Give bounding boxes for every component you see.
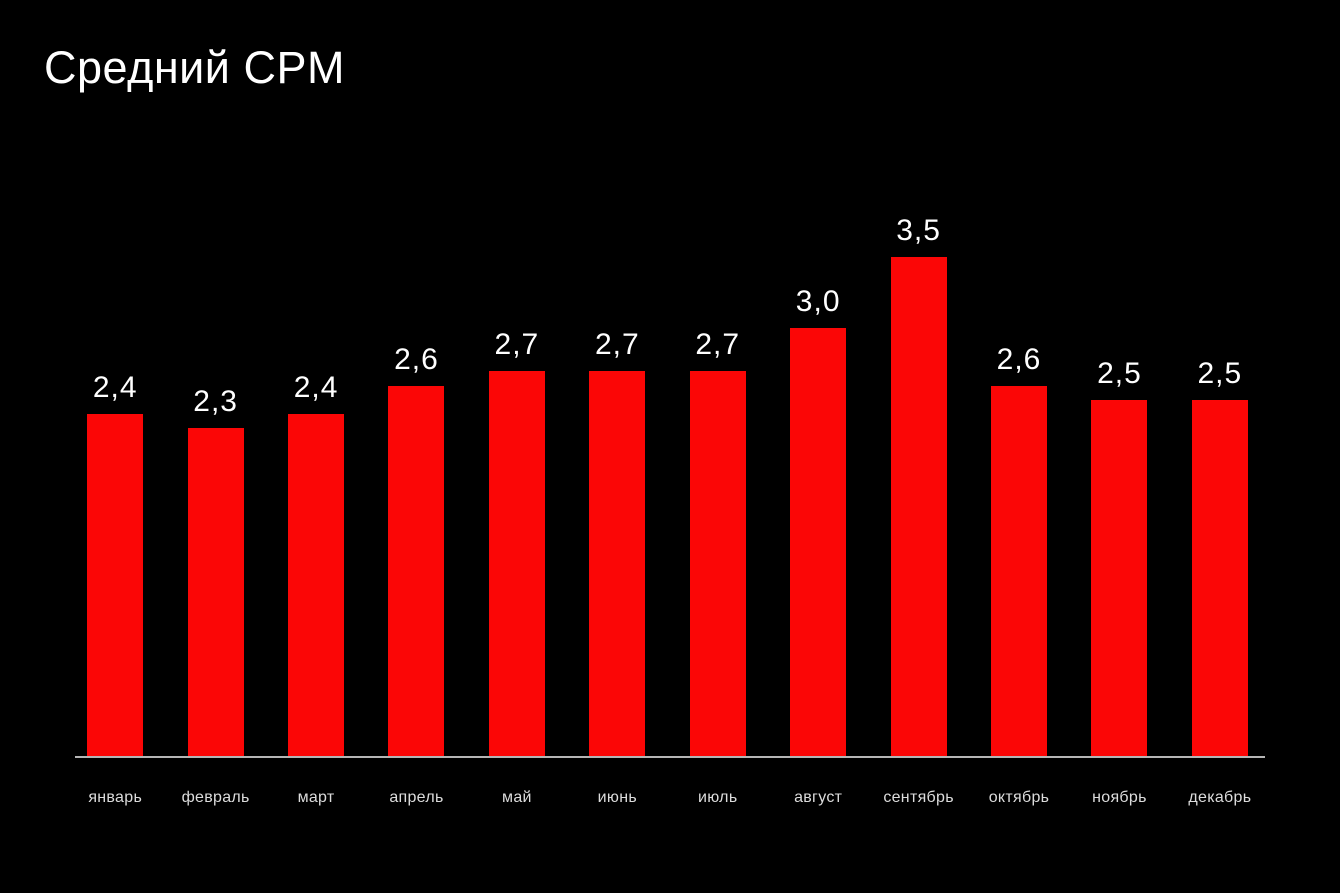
bar-column: 2,4 [65,373,165,757]
x-axis-labels-row: январь февраль март апрель май июнь июль август… [65,789,1270,807]
bar-column: 2,6 [366,345,466,757]
bar-value-label: 2,5 [1097,357,1142,390]
bar-value-label: 3,0 [795,285,841,318]
x-axis-label: апрель [389,789,444,806]
bar [1091,400,1148,757]
bar-value-label: 2,3 [193,385,238,418]
x-axis-line [75,756,1265,758]
bar-column: 2,7 [567,330,667,757]
bar-column: 3,5 [868,216,968,757]
x-axis-label: июль [698,789,738,806]
x-axis-label: февраль [181,789,250,806]
chart-title: Средний CPM [44,42,345,93]
bar-value-label: 2,7 [494,328,540,361]
bar [991,386,1047,757]
bar-column: 2,6 [969,345,1069,757]
bar-column: 3,0 [768,287,868,757]
x-axis-label: июнь [597,789,637,806]
bar-value-label: 2,7 [695,328,741,361]
bar [187,428,244,757]
bar-column: 2,5 [1170,359,1270,757]
x-axis-label: ноябрь [1092,789,1147,806]
bar-column: 2,4 [266,373,366,757]
x-axis-label: май [502,789,532,806]
bar-column: 2,7 [467,330,567,757]
bar [890,257,947,757]
bars-row: 2,4 2,3 2,4 2,6 2,7 2,7 2,7 3,0 3,5 2,6 2,5 2,5 [65,0,1270,757]
bar-value-label: 2,6 [394,343,439,376]
bar [589,371,646,757]
bar [87,414,144,757]
bar-value-label: 3,5 [896,214,941,247]
x-axis-label: октябрь [988,789,1050,806]
x-axis-label: август [794,789,843,806]
x-axis-label: декабрь [1188,789,1252,806]
x-axis-label: январь [88,789,143,806]
bar [488,371,545,757]
x-axis-label: сентябрь [883,789,954,806]
bar-value-label: 2,6 [996,343,1042,376]
bar-value-label: 2,4 [293,371,339,404]
bar-value-label: 2,4 [92,371,138,404]
bar-column: 2,5 [1069,359,1169,757]
bar [388,386,445,757]
bar [1191,400,1248,757]
bar-value-label: 2,7 [594,328,640,361]
bar-value-label: 2,5 [1197,357,1243,390]
x-axis-label: март [297,789,335,806]
bar [288,414,345,757]
bar [689,371,746,757]
bar-column: 2,7 [668,330,768,757]
bar [790,328,847,757]
bar-column: 2,3 [165,387,265,757]
